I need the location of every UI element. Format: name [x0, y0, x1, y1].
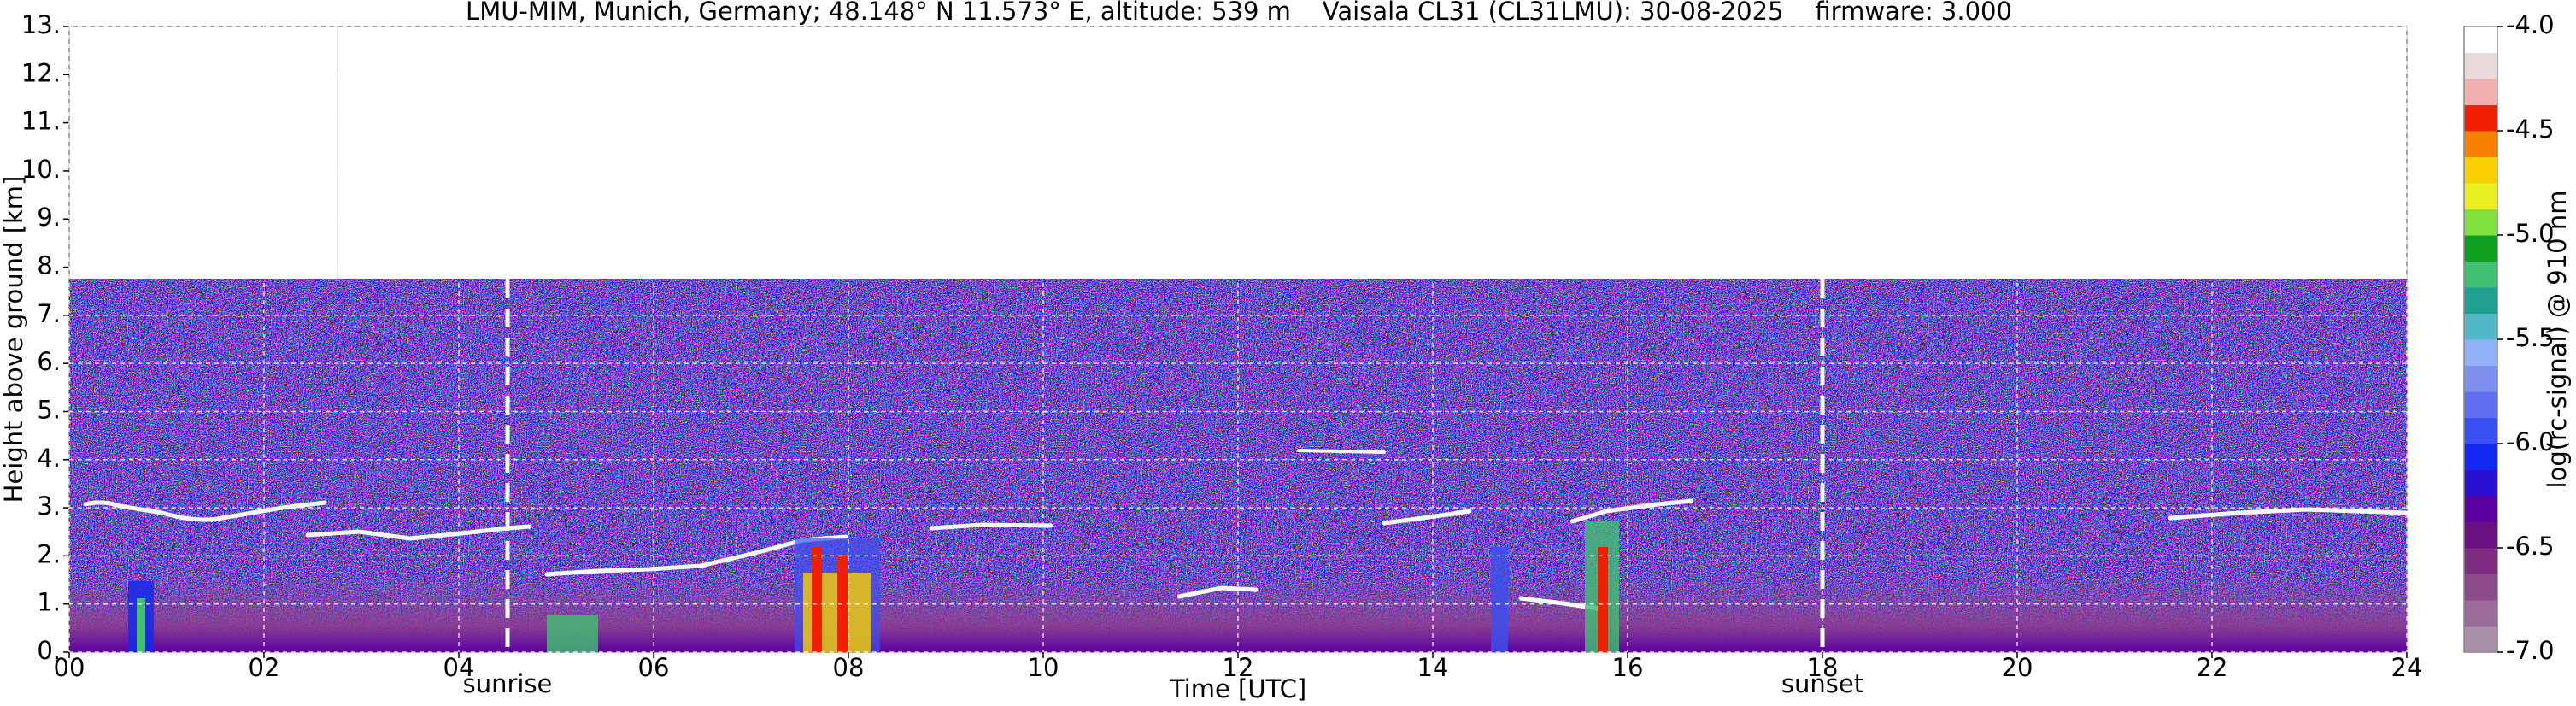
cloud-layer: [929, 522, 1053, 531]
colorbar-tick-label: -4.5: [2506, 115, 2555, 144]
colorbar-band: [2464, 52, 2497, 79]
colorbar-band: [2464, 548, 2497, 574]
y-tick-label: 4.: [37, 444, 61, 473]
x-tick-label: 10: [1028, 653, 1059, 682]
cloud-layer: [1570, 498, 1694, 524]
y-tick-label: 12.: [21, 58, 61, 87]
cloud-layer: [83, 500, 327, 522]
colorbar-band: [2464, 444, 2497, 470]
cloud-layer: [1382, 509, 1472, 526]
y-tick-label: 7.: [37, 299, 61, 328]
y-tick-label: 6.: [37, 347, 61, 376]
colorbar-band: [2464, 26, 2497, 53]
aerosol-plumes: [128, 521, 1619, 652]
colorbar-band: [2464, 287, 2497, 314]
colorbar-band: [2464, 574, 2497, 601]
chart-title: LMU-MIM, Munich, Germany; 48.148° N 11.5…: [466, 0, 2012, 26]
colorbar-band: [2464, 600, 2497, 627]
x-tick-label: 06: [638, 653, 670, 682]
y-tick-label: 5.: [37, 395, 61, 424]
colorbar-band: [2464, 521, 2497, 549]
colorbar-band: [2464, 261, 2497, 288]
y-tick-label: 8.: [37, 251, 61, 280]
cloud-layer: [305, 524, 532, 541]
colorbar-band: [2464, 469, 2497, 497]
x-tick-label: 16: [1612, 653, 1644, 682]
plume: [812, 547, 822, 652]
x-tick-label: 22: [2197, 653, 2228, 682]
y-tick-label: 0.: [37, 636, 61, 665]
y-tick-label: 3.: [37, 491, 61, 521]
x-tick-label: 14: [1417, 653, 1449, 682]
colorbar-band: [2464, 104, 2497, 132]
colorbar-band: [2464, 626, 2497, 653]
cloud-layers: [83, 449, 2409, 611]
colorbar-band: [2464, 496, 2497, 522]
colorbar-band: [2464, 209, 2497, 236]
colorbar-tick-label: -6.5: [2506, 532, 2555, 561]
plume: [1598, 547, 1608, 652]
colorbar-band: [2464, 131, 2497, 157]
annotation-label: sunset: [1781, 669, 1863, 698]
annotation-label: sunrise: [463, 669, 553, 698]
colorbar-band: [2464, 417, 2497, 444]
cloud-layer: [1177, 585, 1259, 599]
colorbar-tick-label: -5.5: [2506, 323, 2555, 352]
y-tick-label: 1.: [37, 588, 61, 617]
x-tick-label: 02: [249, 653, 280, 682]
y-tick-label: 13.: [21, 10, 61, 39]
x-tick-label: 04: [443, 653, 475, 682]
x-axis-label: Time [UTC]: [1169, 674, 1306, 703]
y-tick-label: 2.: [37, 539, 61, 568]
colorbar-band: [2464, 156, 2497, 184]
plume: [547, 615, 598, 652]
colorbar-band: [2464, 183, 2497, 209]
plume: [1491, 547, 1508, 652]
cloud-layer: [1297, 449, 1386, 454]
x-tick-label: 08: [833, 653, 865, 682]
x-tick-label: 12: [1223, 653, 1254, 682]
cloud-layer: [2168, 507, 2409, 521]
y-tick-label: 10.: [21, 155, 61, 184]
colorbar-band: [2464, 365, 2497, 392]
colorbar-tick-label: -4.0: [2506, 10, 2555, 39]
y-tick-label: 9.: [37, 203, 61, 232]
colorbar-band: [2464, 79, 2497, 105]
y-tick-label: 11.: [21, 107, 61, 136]
colorbar-band: [2464, 391, 2497, 418]
colorbar-band: [2464, 235, 2497, 262]
colorbar-tick-label: -6.0: [2506, 427, 2555, 456]
colorbar-band: [2464, 339, 2497, 366]
y-axis-label: Height above ground [km]: [0, 176, 28, 503]
x-tick-label: 18: [1807, 653, 1839, 682]
colorbar-label: log(rc-signal) @ 910 nm: [2543, 191, 2572, 489]
colorbar-tick-label: -5.0: [2506, 219, 2555, 248]
x-tick-label: 00: [54, 653, 85, 682]
plume: [137, 598, 145, 652]
colorbar-band: [2464, 313, 2497, 340]
x-tick-label: 24: [2391, 653, 2423, 682]
colorbar-tick-label: -7.0: [2506, 636, 2555, 665]
x-tick-label: 20: [2002, 653, 2033, 682]
